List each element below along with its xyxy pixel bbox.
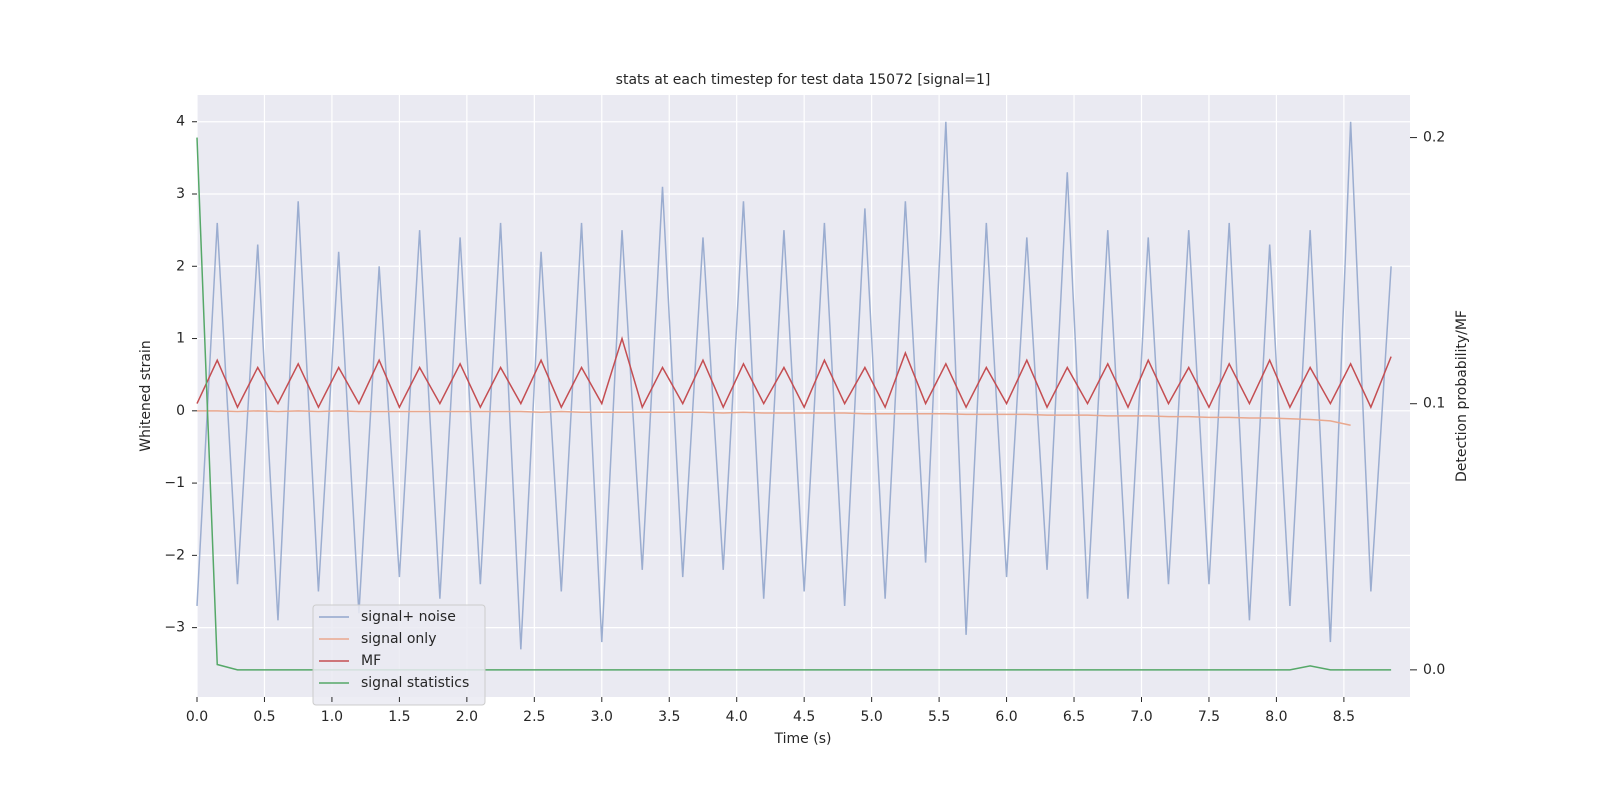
x-tick-label: 5.5 [928, 709, 950, 725]
y-tick-label: 4 [176, 114, 185, 130]
legend-label: signal only [361, 631, 436, 647]
x-tick-label: 0.5 [253, 709, 275, 725]
x-tick-label: 4.5 [793, 709, 815, 725]
y-tick-label: 1 [176, 331, 185, 347]
legend-label: MF [361, 653, 381, 669]
series-line [197, 410, 1351, 427]
x-tick-label: 7.0 [1130, 709, 1152, 725]
x-tick-label: 2.5 [523, 709, 545, 725]
x-tick-label: 4.0 [726, 709, 748, 725]
y2-tick-label: 0.1 [1423, 396, 1445, 412]
legend-label: signal+ noise [361, 609, 456, 625]
x-tick-label: 6.5 [1063, 709, 1085, 725]
x-tick-label: 8.0 [1265, 709, 1287, 725]
legend-label: signal statistics [361, 675, 469, 691]
x-tick-label: 2.0 [456, 709, 478, 725]
legend: signal+ noise signal only MF signal statist… [312, 604, 486, 706]
x-tick-label: 3.0 [591, 709, 613, 725]
y2-tick-label: 0.2 [1423, 130, 1445, 146]
y-tick-label: 0 [176, 403, 185, 419]
y-tick-label: 3 [176, 186, 185, 202]
y-tick-label: 2 [176, 258, 185, 274]
x-axis-label: Time (s) [774, 731, 832, 747]
y2-axis-label: Detection probability/MF [1454, 310, 1470, 482]
series-line [196, 121, 1392, 650]
legend-box [312, 604, 486, 706]
x-tick-label: 1.0 [321, 709, 343, 725]
y-tick-label: −1 [164, 475, 185, 491]
chart-title: stats at each timestep for test data 150… [616, 72, 991, 88]
x-tick-label: 0.0 [186, 709, 208, 725]
x-tick-label: 5.0 [861, 709, 883, 725]
y2-tick-label: 0.0 [1423, 662, 1445, 678]
y-tick-label: −3 [164, 620, 185, 636]
x-tick-label: 1.5 [388, 709, 410, 725]
series-line [196, 335, 1392, 410]
y-tick-label: −2 [164, 547, 185, 563]
x-tick-label: 8.5 [1333, 709, 1355, 725]
y-axis-label: Whitened strain [138, 340, 154, 451]
x-tick-label: 7.5 [1198, 709, 1220, 725]
x-tick-label: 6.0 [995, 709, 1017, 725]
x-tick-label: 3.5 [658, 709, 680, 725]
